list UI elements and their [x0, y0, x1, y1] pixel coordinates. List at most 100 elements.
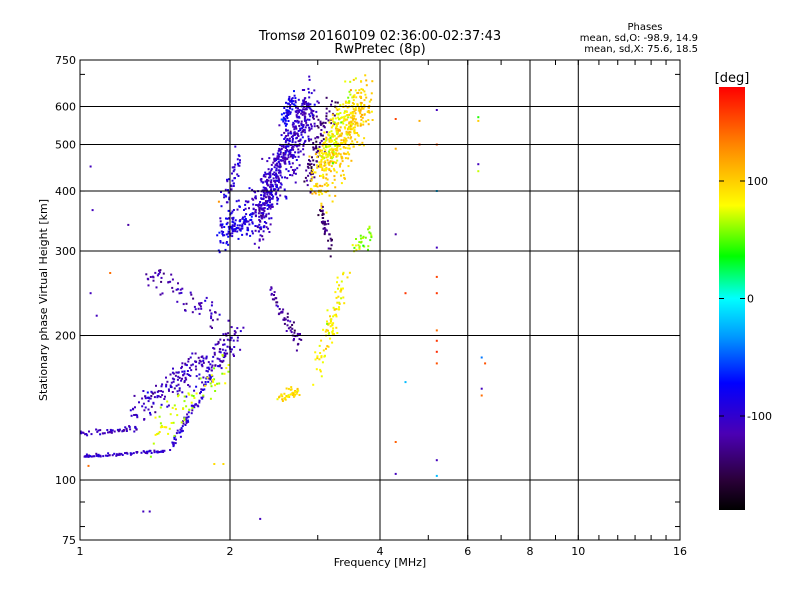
data-point	[319, 210, 322, 212]
data-point	[144, 397, 147, 400]
data-point	[283, 318, 286, 321]
data-point	[326, 322, 329, 325]
data-point	[358, 89, 361, 92]
data-point	[289, 174, 292, 176]
data-point	[214, 384, 217, 387]
data-point	[338, 164, 341, 167]
data-point	[269, 174, 272, 177]
data-point	[326, 153, 329, 156]
data-point	[337, 295, 340, 298]
data-point	[145, 273, 148, 276]
data-point	[328, 140, 331, 143]
data-point	[343, 112, 346, 114]
data-point	[328, 134, 331, 137]
data-point	[326, 155, 329, 158]
data-point	[146, 391, 149, 394]
data-point	[172, 380, 175, 383]
data-point	[335, 155, 338, 158]
data-point	[276, 164, 279, 167]
data-point	[307, 162, 309, 165]
data-point	[272, 195, 275, 198]
data-point	[110, 431, 113, 434]
data-point	[284, 162, 287, 165]
data-point	[309, 115, 312, 118]
data-point	[349, 128, 352, 131]
data-point	[275, 174, 278, 177]
data-point	[298, 116, 301, 119]
data-point	[315, 115, 318, 118]
x-tick-label: 1	[77, 545, 84, 558]
data-point	[284, 151, 287, 154]
data-point	[207, 366, 210, 369]
data-point	[283, 188, 286, 191]
data-point	[329, 337, 332, 340]
data-point	[97, 455, 100, 458]
data-point	[288, 162, 291, 165]
data-point	[336, 301, 339, 304]
data-point	[292, 103, 295, 106]
data-point	[241, 233, 244, 236]
data-point	[302, 101, 305, 104]
data-point	[233, 177, 236, 180]
data-point	[108, 454, 111, 457]
data-point	[368, 227, 371, 230]
data-point	[193, 406, 196, 409]
data-point	[229, 184, 232, 187]
data-point	[340, 134, 343, 137]
data-point	[263, 207, 266, 210]
data-point	[278, 147, 281, 150]
data-point	[278, 396, 280, 399]
data-point	[109, 431, 112, 434]
y-tick-label: 300	[55, 245, 76, 258]
data-point	[343, 152, 346, 155]
data-point	[266, 182, 268, 185]
data-point	[190, 369, 193, 372]
data-point	[347, 116, 350, 119]
data-point	[338, 134, 341, 137]
data-point	[340, 287, 343, 290]
data-point	[224, 355, 227, 357]
data-point	[321, 122, 324, 125]
data-point	[122, 429, 125, 431]
x-axis-label: Frequency [MHz]	[334, 556, 426, 569]
data-point	[106, 429, 109, 431]
data-point	[351, 119, 354, 122]
data-point	[161, 394, 164, 397]
data-point	[359, 124, 362, 127]
data-point	[361, 141, 364, 144]
data-point	[285, 109, 288, 112]
data-point	[309, 103, 312, 106]
data-point	[308, 172, 311, 175]
data-point	[230, 336, 233, 339]
data-point	[350, 136, 353, 139]
data-point	[324, 149, 327, 152]
data-point	[193, 389, 196, 392]
data-point	[360, 95, 362, 98]
data-point	[260, 194, 263, 197]
data-point	[313, 122, 316, 125]
data-point	[265, 213, 268, 216]
data-point	[358, 248, 361, 250]
data-point	[167, 388, 170, 391]
data-point	[161, 426, 164, 428]
data-point	[330, 126, 333, 129]
data-point	[280, 134, 283, 137]
data-point	[186, 419, 189, 422]
data-point	[195, 392, 198, 395]
data-point	[326, 219, 329, 222]
data-point	[230, 212, 233, 215]
data-point	[299, 333, 301, 335]
data-point	[352, 145, 355, 148]
data-point	[319, 370, 322, 373]
data-point	[328, 163, 331, 166]
data-point	[281, 400, 284, 402]
data-point	[276, 398, 279, 401]
data-point	[285, 157, 288, 160]
data-point	[286, 102, 289, 105]
data-point	[333, 121, 336, 124]
data-point	[343, 302, 346, 305]
data-point	[270, 191, 273, 194]
data-point	[317, 150, 320, 153]
data-point	[318, 145, 321, 148]
data-point	[310, 188, 313, 191]
